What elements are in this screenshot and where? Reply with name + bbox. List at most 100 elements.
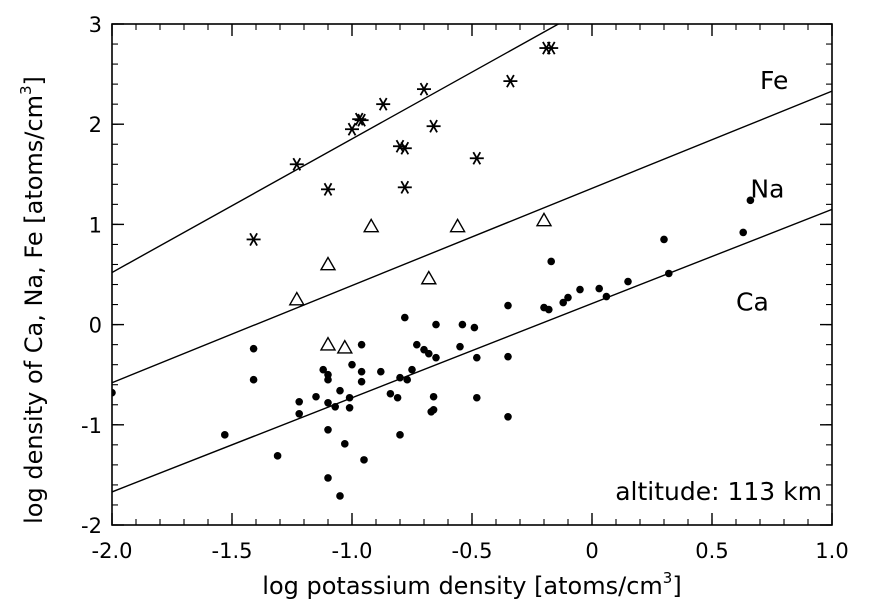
- point-fe: [417, 82, 431, 96]
- point-ca: [295, 409, 304, 418]
- point-ca: [249, 344, 258, 353]
- point-ca: [665, 269, 673, 278]
- point-ca: [221, 431, 229, 439]
- point-ca: [602, 292, 611, 301]
- point-ca: [504, 352, 512, 361]
- y-tick-label: 2: [89, 113, 102, 137]
- point-ca: [429, 392, 438, 401]
- point-ca: [432, 320, 440, 329]
- x-tick-label: 1.0: [815, 539, 848, 563]
- point-fe: [289, 157, 304, 171]
- point-ca: [324, 426, 332, 434]
- y-tick-label: -2: [81, 514, 102, 538]
- point-ca: [112, 388, 116, 397]
- fit-line-na: [112, 90, 832, 384]
- point-fe: [376, 97, 391, 111]
- asterisk-stroke: [323, 182, 333, 196]
- point-ca: [360, 456, 368, 464]
- asterisk-stroke: [506, 74, 515, 88]
- point-ca: [624, 277, 632, 286]
- point-ca: [341, 440, 349, 448]
- y-axis-label: log density of Ca, Na, Fe [atoms/cm3]: [17, 76, 48, 524]
- asterisk-stroke: [249, 232, 258, 246]
- point-ca: [504, 412, 512, 421]
- asterisk-stroke: [357, 113, 366, 127]
- point-fe: [469, 151, 484, 165]
- point-fe: [354, 113, 369, 127]
- tick-marks: [111, 23, 833, 526]
- x-tick-labels: -2.0 -1.5 -1.0 -0.5 0 0.5 1.0: [92, 539, 849, 563]
- asterisk-stroke: [546, 41, 556, 55]
- point-ca: [403, 375, 412, 384]
- point-ca: [324, 398, 332, 407]
- point-fe: [426, 119, 441, 133]
- point-ca: [595, 284, 603, 293]
- point-ca: [357, 377, 366, 386]
- point-ca: [396, 431, 404, 439]
- y-tick-label: 3: [89, 13, 102, 37]
- point-ca: [504, 301, 512, 310]
- point-ca: [377, 367, 385, 376]
- point-ca: [324, 474, 332, 482]
- x-tick-label: -2.0: [92, 539, 133, 563]
- point-na: [535, 211, 553, 227]
- point-na: [420, 270, 438, 285]
- point-ca: [345, 393, 354, 402]
- point-ca: [386, 389, 395, 398]
- series-label-ca: Ca: [736, 288, 769, 317]
- point-ca: [348, 360, 356, 369]
- point-ca: [324, 375, 332, 384]
- series-label-na: Na: [750, 174, 784, 203]
- point-ca: [396, 373, 404, 382]
- point-fe: [397, 180, 412, 194]
- point-fe: [246, 232, 261, 246]
- point-ca: [660, 235, 668, 244]
- y-tick-label: 0: [89, 314, 102, 338]
- point-ca: [413, 340, 421, 349]
- x-axis-label: log potassium density [atoms/cm3]: [262, 569, 681, 600]
- asterisk-stroke: [354, 112, 364, 126]
- point-ca: [331, 402, 340, 411]
- point-ca: [564, 293, 572, 302]
- point-ca: [249, 375, 258, 384]
- asterisk-stroke: [429, 119, 438, 133]
- asterisk-stroke: [419, 82, 429, 96]
- point-ca: [458, 320, 467, 329]
- point-na: [319, 336, 337, 351]
- x-tick-label: 0.5: [695, 539, 728, 563]
- point-fe: [397, 141, 412, 155]
- series-label-fe: Fe: [760, 66, 788, 95]
- asterisk-stroke: [400, 180, 410, 194]
- x-tick-label: -1.5: [212, 539, 253, 563]
- point-na: [362, 217, 380, 233]
- y-tick-labels: -2 -1 0 1 2 3: [81, 13, 102, 538]
- data-points: [112, 41, 755, 500]
- y-tick-label: 1: [89, 213, 102, 237]
- asterisk-stroke: [378, 97, 388, 111]
- point-ca: [456, 342, 464, 351]
- asterisk-stroke: [292, 157, 302, 171]
- point-ca: [273, 452, 282, 460]
- point-ca: [739, 228, 747, 237]
- point-ca: [336, 492, 344, 500]
- point-na: [319, 256, 337, 271]
- point-ca: [336, 386, 344, 395]
- point-fe: [321, 182, 335, 196]
- asterisk-stroke: [472, 151, 482, 165]
- point-fe: [544, 41, 559, 55]
- x-tick-label: -0.5: [452, 539, 493, 563]
- asterisk-stroke: [347, 122, 357, 136]
- fit-line-ca: [112, 208, 832, 493]
- point-ca: [576, 285, 584, 294]
- point-fe: [352, 112, 367, 126]
- point-fe: [503, 74, 518, 88]
- x-tick-label: -1.0: [332, 539, 373, 563]
- point-ca: [473, 353, 481, 362]
- point-ca: [547, 257, 555, 266]
- point-ca: [746, 196, 755, 205]
- fit-line-fe: [112, 24, 559, 274]
- y-tick-label: -1: [81, 414, 102, 438]
- x-axis-label-superscript: 3: [663, 569, 673, 587]
- series-labels: Fe Na Ca: [736, 66, 788, 316]
